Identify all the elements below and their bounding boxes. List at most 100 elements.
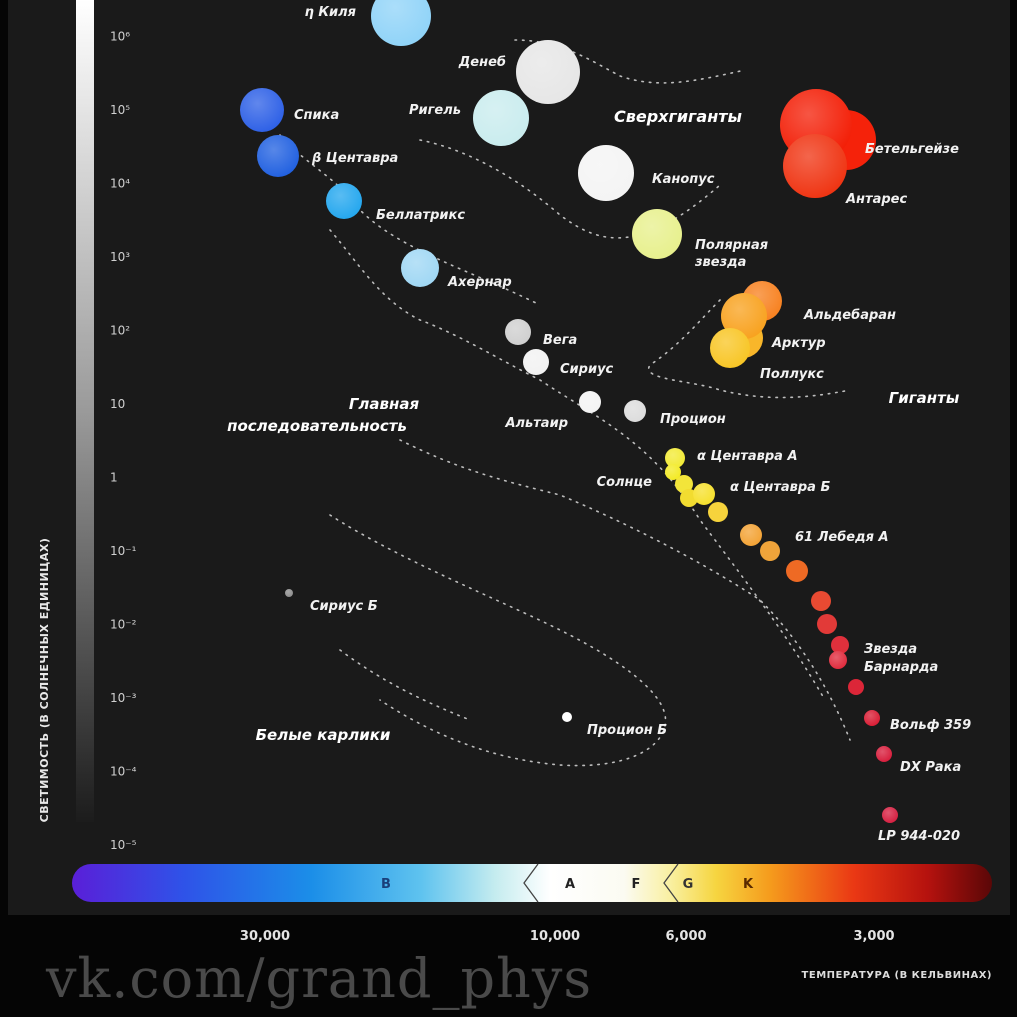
star-label-rigel: Ригель [409, 103, 461, 118]
star-glow-altair [579, 391, 601, 413]
y-tick-label: 10⁶ [110, 30, 130, 44]
star-glow-deneb [516, 40, 580, 104]
star-label-beta-centauri: β Центавра [311, 151, 398, 166]
star-glow-achernar [401, 249, 439, 287]
y-tick-label: 10³ [110, 250, 130, 264]
y-tick-label: 1 [110, 471, 118, 485]
star-label-bellatrix: Беллатрикс [376, 208, 465, 223]
x-tick-labels: 30,000 10,000 6,000 3,000 [240, 929, 895, 944]
star-label-canopus: Канопус [652, 172, 715, 187]
region-label-main-sequence-line1: Главная [349, 395, 420, 413]
star-label-procyon: Процион [660, 412, 726, 427]
y-tick-label: 10⁻³ [110, 691, 137, 705]
y-tick-label: 10⁻⁴ [110, 765, 137, 779]
star-label-achernar: Ахернар [447, 275, 512, 290]
spectral-class-k: K [743, 877, 754, 892]
star-glow-cygni61 [740, 524, 762, 546]
star-label-sirius: Сириус [560, 362, 614, 377]
star-label-polaris-line2: звезда [694, 255, 746, 270]
star-label-deneb: Денеб [458, 55, 506, 70]
star-label-lp944: LP 944-020 [878, 829, 960, 844]
star-label-wolf359: Вольф 359 [890, 718, 971, 733]
main-sequence-point [817, 614, 837, 634]
region-label-giants: Гиганты [889, 389, 960, 407]
star-label-polaris: Полярная [695, 238, 768, 253]
main-sequence-point [831, 636, 849, 654]
star-glow-bellatrix [326, 183, 362, 219]
star-glow-alpha-cen-a [665, 448, 685, 468]
star-label-procyon-b: Процион Б [587, 723, 667, 738]
main-sequence-point [811, 591, 831, 611]
star-label-betelgeuse: Бетельгейзе [865, 142, 959, 157]
y-tick-label: 10⁵ [110, 103, 130, 117]
star-glow-sun [665, 464, 681, 480]
star-glow-canopus [578, 145, 634, 201]
temperature-scale-bar [72, 864, 992, 902]
star-label-alpha-cen-b: α Центавра Б [730, 480, 830, 495]
y-tick-label: 10⁻¹ [110, 544, 137, 558]
y-tick-labels: 10⁻⁵ 10⁻⁴ 10⁻³ 10⁻² 10⁻¹ 1 10 10² 10³ 10⁴ 10⁵ 10⁶ [110, 30, 137, 853]
star-glow-rigel [473, 90, 529, 146]
main-sequence-point [848, 679, 864, 695]
star-glow-arcturus [721, 293, 767, 339]
star-glow-beta-centauri [257, 135, 299, 177]
star-glow-polaris [632, 209, 682, 259]
star-label-sun: Солнце [597, 475, 653, 490]
watermark-text: vk.com/grand_phys [46, 947, 593, 1010]
spectral-divider-a [523, 863, 539, 903]
x-tick-label: 10,000 [530, 929, 580, 944]
star-label-antares: Антарес [845, 192, 907, 207]
star-label-alpha-cen-a: α Центавра A [697, 449, 798, 464]
star-label-sirius-b: Сириус Б [310, 599, 378, 614]
star-label-aldebaran: Альдебаран [803, 308, 896, 323]
region-label-white-dwarfs: Белые карлики [256, 726, 391, 744]
star-glow-sirius [523, 349, 549, 375]
spectral-class-a: A [565, 877, 575, 892]
main-sequence-point [675, 475, 693, 493]
star-label-barnard: Звезда [864, 642, 917, 657]
supergiants-lower-outline [419, 139, 721, 239]
giants-outline [647, 299, 851, 399]
main-sequence-point [786, 560, 808, 582]
spectral-class-b: B [381, 877, 391, 892]
star-label-pollux: Поллукс [760, 367, 824, 382]
star-glow-wolf359 [864, 710, 880, 726]
star-label-arcturus: Арктур [771, 336, 826, 351]
star-glow-alpha-cen-b [693, 483, 715, 505]
star-label-spica: Спика [294, 108, 339, 123]
star-glow-barnard [829, 651, 847, 669]
main-sequence-point [708, 502, 728, 522]
y-tick-label: 10 [110, 397, 125, 411]
star-glow-antares [783, 134, 847, 198]
star-glow-procyon [624, 400, 646, 422]
spectral-divider-f [663, 863, 679, 903]
star-glow-spica [240, 88, 284, 132]
star-label-altair: Альтаир [504, 416, 568, 431]
region-label-supergiants: Сверхгиганты [614, 107, 743, 126]
x-tick-label: 3,000 [853, 929, 894, 944]
star-label-cygni61: 61 Лебедя А [795, 530, 889, 545]
star-label-barnard-line2: Барнарда [864, 660, 938, 675]
x-tick-label: 6,000 [665, 929, 706, 944]
star-glow-pollux [710, 328, 750, 368]
main-sequence-point [760, 541, 780, 561]
y-tick-label: 10⁻² [110, 618, 137, 632]
luminosity-scale-bar [76, 0, 94, 822]
main-sequence-inner [279, 134, 541, 306]
star-glow-sirius-b [285, 589, 293, 597]
spectral-class-f: F [632, 877, 641, 892]
star-label-vega: Вега [543, 333, 577, 348]
star-label-eta-carinae: η Киля [305, 5, 356, 20]
y-tick-label: 10⁴ [110, 177, 130, 191]
main-sequence-lower-edge [399, 439, 851, 741]
star-labels: η Киля Денеб Спика Ригель Бетельгейзе β Цента… [294, 5, 971, 844]
star-label-dx-cancri: DX Рака [900, 760, 961, 775]
star-glow-lp944 [882, 807, 898, 823]
star-glow-vega [505, 319, 531, 345]
x-axis-label: ТЕМПЕРАТУРА (В КЕЛЬВИНАХ) [802, 970, 992, 981]
star-glow-procyon-b [562, 712, 572, 722]
y-tick-label: 10⁻⁵ [110, 838, 137, 852]
star-points [240, 0, 898, 823]
